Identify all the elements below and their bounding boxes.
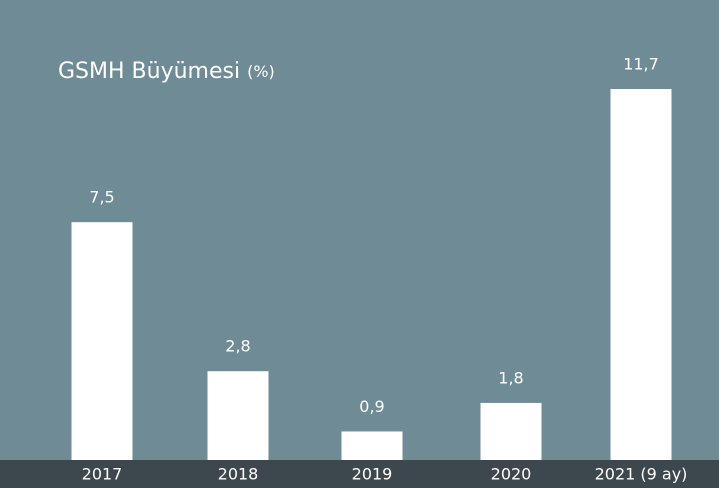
value-label: 0,9 xyxy=(359,397,384,416)
value-label: 7,5 xyxy=(89,188,114,207)
x-tick-label: 2021 (9 ay) xyxy=(595,465,688,484)
x-tick-label: 2017 xyxy=(82,465,123,484)
chart-title-unit: (%) xyxy=(247,62,275,81)
category-band xyxy=(0,460,719,488)
x-tick-label: 2020 xyxy=(491,465,532,484)
bar xyxy=(71,222,133,460)
bar xyxy=(341,431,403,460)
value-label: 2,8 xyxy=(225,337,250,356)
bar xyxy=(610,89,672,460)
value-label: 1,8 xyxy=(498,368,523,387)
x-tick-label: 2018 xyxy=(218,465,259,484)
value-label: 11,7 xyxy=(623,55,659,74)
bar xyxy=(207,371,269,460)
x-tick-label: 2019 xyxy=(352,465,393,484)
chart-title: GSMH Büyümesi (%) xyxy=(58,59,275,84)
bar xyxy=(480,402,542,460)
chart-title-main: GSMH Büyümesi xyxy=(58,59,240,84)
